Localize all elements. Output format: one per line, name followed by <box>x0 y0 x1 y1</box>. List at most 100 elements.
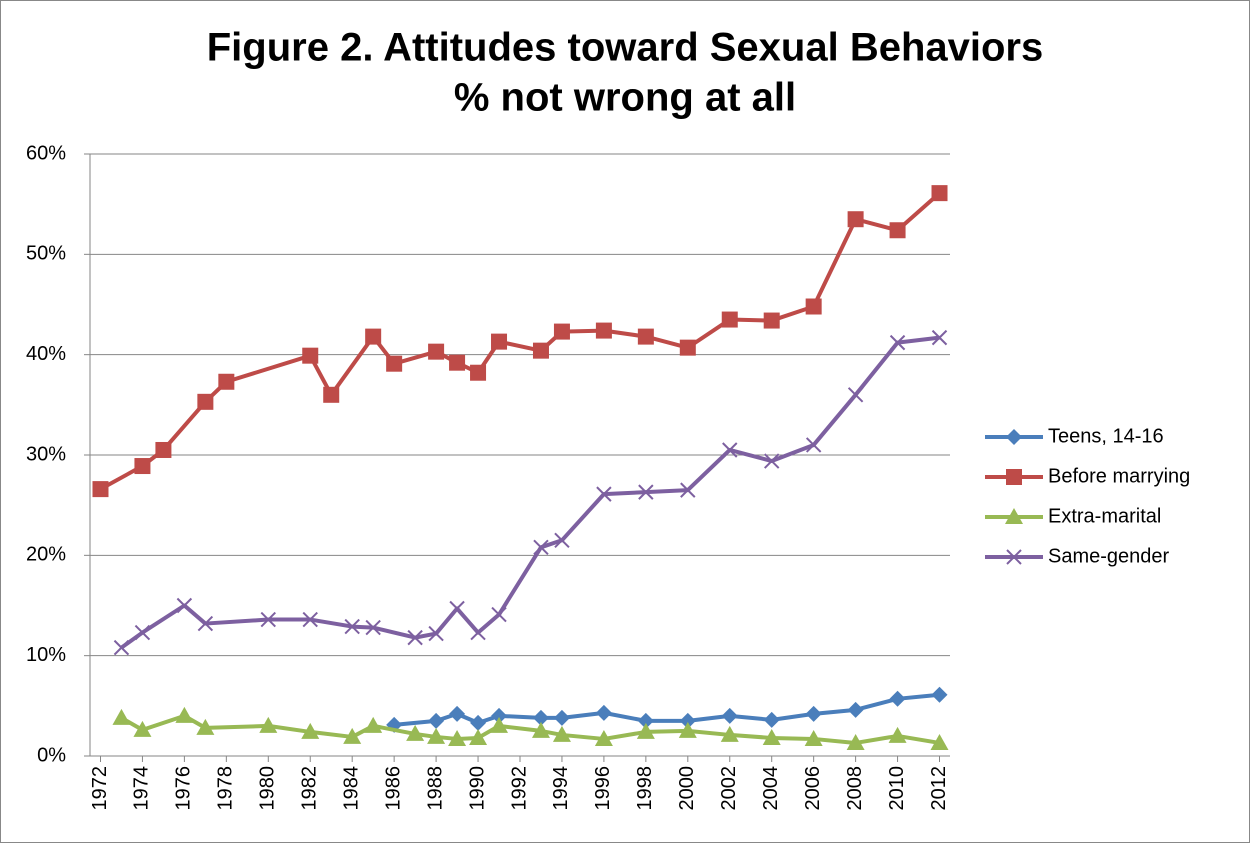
point <box>552 725 571 742</box>
point <box>260 611 277 628</box>
point <box>470 364 487 381</box>
y-tick-label: 50% <box>26 243 66 265</box>
point <box>889 222 906 239</box>
point <box>595 322 612 339</box>
point <box>470 624 486 641</box>
point <box>343 727 362 744</box>
point <box>679 712 696 729</box>
point <box>386 355 403 372</box>
point <box>721 311 738 328</box>
point <box>92 481 109 498</box>
point <box>302 611 318 628</box>
point <box>889 690 906 707</box>
point <box>931 329 948 346</box>
x-tick-label: 1988 <box>424 766 446 811</box>
point <box>491 707 508 724</box>
point <box>722 442 738 458</box>
legend-marker <box>1005 508 1023 524</box>
point <box>428 712 445 729</box>
x-tick-label: 1996 <box>592 766 614 811</box>
point <box>449 600 465 617</box>
x-tick-label: 1998 <box>634 766 656 811</box>
y-tick-label: 10% <box>26 644 66 666</box>
point <box>763 453 780 469</box>
point <box>637 712 654 729</box>
x-tick-label: 2006 <box>802 766 824 811</box>
point <box>406 724 425 741</box>
point <box>134 624 151 641</box>
x-tick-label: 2002 <box>718 766 740 811</box>
point <box>196 718 215 735</box>
point <box>197 615 214 632</box>
x-tick-label: 2000 <box>676 766 698 811</box>
point <box>804 729 823 746</box>
x-tick-label: 1980 <box>257 766 279 811</box>
point <box>679 339 696 356</box>
point <box>176 597 193 614</box>
x-tick-label: 2008 <box>844 766 866 811</box>
point <box>805 298 822 315</box>
point <box>365 619 381 636</box>
point <box>427 727 446 744</box>
point <box>155 441 172 458</box>
point <box>469 728 488 745</box>
x-tick-label: 1984 <box>340 766 362 811</box>
point <box>428 343 445 360</box>
legend-label: Same-gender <box>1048 545 1170 567</box>
y-tick-label: 30% <box>26 443 66 465</box>
point <box>259 716 278 733</box>
point <box>197 393 214 410</box>
point <box>134 458 151 475</box>
point <box>554 532 570 548</box>
point <box>888 726 907 743</box>
point <box>218 373 235 390</box>
point <box>490 716 509 733</box>
point <box>805 705 822 722</box>
point <box>595 704 612 721</box>
point <box>470 714 487 731</box>
point <box>491 333 508 350</box>
point <box>638 484 654 500</box>
point <box>596 486 612 502</box>
x-tick-label: 1992 <box>508 766 530 811</box>
chart-title: Figure 2. Attitudes toward Sexual Behavi… <box>207 26 1043 70</box>
point <box>847 701 864 718</box>
series-line <box>393 692 940 727</box>
point <box>302 347 319 364</box>
x-tick-label: 1976 <box>173 766 195 811</box>
point <box>112 708 131 725</box>
point <box>636 722 655 739</box>
y-tick-label: 60% <box>26 142 66 164</box>
point <box>532 342 549 359</box>
x-tick-label: 1990 <box>466 766 488 811</box>
x-tick-label: 2004 <box>760 766 782 811</box>
legend-label: Teens, 14-16 <box>1048 425 1164 447</box>
x-tick-label: 1994 <box>550 766 572 811</box>
point <box>846 733 865 750</box>
point <box>428 625 444 642</box>
point <box>532 709 549 726</box>
point <box>449 354 466 371</box>
y-tick-label: 20% <box>26 544 66 566</box>
point <box>680 482 696 498</box>
point <box>553 323 570 340</box>
x-tick-label: 1972 <box>89 766 111 811</box>
point <box>407 629 423 646</box>
point <box>448 729 467 746</box>
point <box>449 705 466 722</box>
legend-marker <box>1006 429 1022 445</box>
point <box>720 725 739 742</box>
point <box>301 722 320 739</box>
legend-label: Extra-marital <box>1048 505 1161 527</box>
point <box>847 211 864 228</box>
point <box>175 706 194 723</box>
x-tick-label: 1982 <box>299 766 321 811</box>
legend-label: Before marrying <box>1048 465 1190 487</box>
point <box>805 437 822 453</box>
point <box>763 711 780 728</box>
x-tick-label: 2010 <box>886 766 908 811</box>
series-line <box>120 335 940 650</box>
x-tick-label: 1978 <box>215 766 237 811</box>
